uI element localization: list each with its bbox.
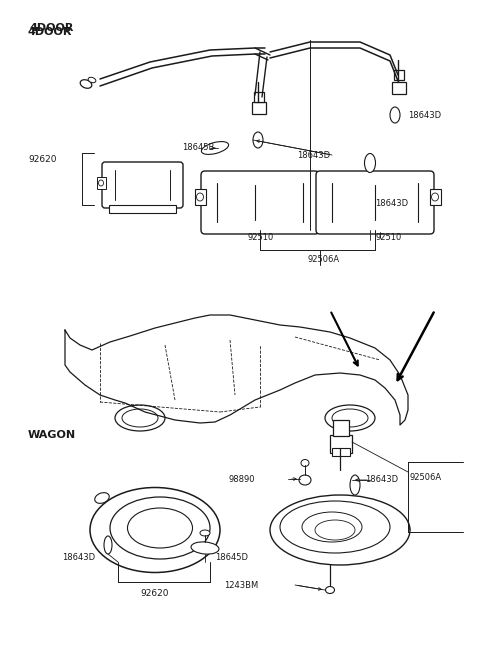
FancyBboxPatch shape (201, 171, 319, 234)
Ellipse shape (191, 542, 219, 554)
Text: 92620: 92620 (141, 589, 169, 597)
Text: 18643D: 18643D (365, 474, 398, 484)
Text: 18643D: 18643D (408, 110, 441, 120)
Bar (394, 70, 404, 80)
Text: 18645D: 18645D (215, 553, 248, 562)
Ellipse shape (98, 180, 104, 186)
Ellipse shape (299, 475, 311, 485)
Ellipse shape (88, 78, 96, 83)
Text: 92620: 92620 (28, 156, 57, 164)
Ellipse shape (325, 405, 375, 431)
Text: 18643D: 18643D (62, 553, 95, 562)
Ellipse shape (325, 587, 335, 593)
Ellipse shape (350, 475, 360, 495)
Ellipse shape (128, 508, 192, 548)
Text: 4DOOR: 4DOOR (28, 27, 72, 37)
Bar (254, 92, 264, 102)
Text: 92510: 92510 (248, 233, 274, 242)
Text: 18643D: 18643D (297, 150, 330, 160)
Bar (392, 82, 406, 94)
Text: 18643D: 18643D (375, 200, 408, 208)
Bar (109, 205, 176, 213)
Text: 92506A: 92506A (308, 256, 340, 265)
Ellipse shape (95, 493, 109, 503)
Ellipse shape (253, 132, 263, 148)
Ellipse shape (432, 193, 439, 201)
Bar (333, 420, 349, 436)
FancyBboxPatch shape (316, 171, 434, 234)
Bar (330, 435, 352, 453)
Ellipse shape (196, 193, 204, 201)
Ellipse shape (104, 536, 112, 554)
Ellipse shape (315, 520, 355, 540)
Text: 18645B: 18645B (182, 143, 215, 152)
Text: 98890: 98890 (228, 474, 255, 484)
Bar (332, 448, 350, 456)
Bar (97, 177, 106, 189)
Text: 92506A: 92506A (410, 474, 442, 482)
Ellipse shape (302, 512, 362, 542)
Ellipse shape (200, 530, 210, 536)
Ellipse shape (364, 154, 375, 173)
Ellipse shape (110, 497, 210, 559)
Ellipse shape (390, 107, 400, 123)
Bar (195, 189, 206, 205)
FancyBboxPatch shape (102, 162, 183, 208)
Ellipse shape (115, 405, 165, 431)
Text: 1243BM: 1243BM (224, 581, 258, 591)
Bar (430, 189, 441, 205)
Ellipse shape (332, 409, 368, 427)
Ellipse shape (301, 459, 309, 466)
Ellipse shape (90, 487, 220, 572)
Ellipse shape (122, 409, 158, 427)
Bar (252, 102, 266, 114)
Ellipse shape (270, 495, 410, 565)
Ellipse shape (280, 501, 390, 553)
Text: 92510: 92510 (375, 233, 401, 242)
Text: 4DOOR: 4DOOR (30, 23, 74, 33)
Ellipse shape (80, 79, 92, 88)
Text: WAGON: WAGON (28, 430, 76, 440)
Ellipse shape (202, 141, 228, 154)
